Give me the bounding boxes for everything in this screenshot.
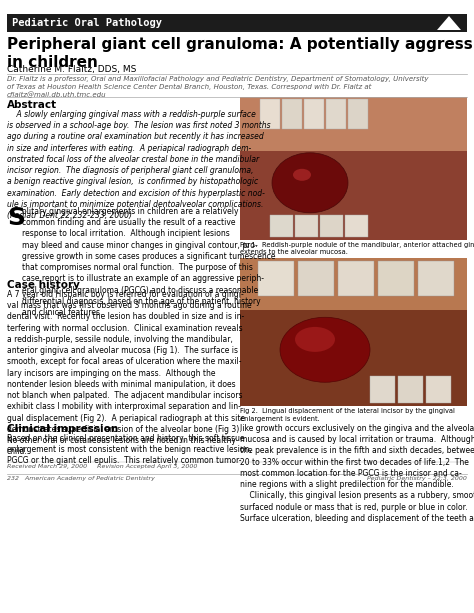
Bar bbox=[282, 99, 302, 129]
Bar bbox=[298, 261, 334, 296]
Bar bbox=[7, 14, 467, 32]
Text: A slowly enlarging gingival mass with a reddish-purple surface
is observed in a : A slowly enlarging gingival mass with a … bbox=[7, 110, 271, 220]
Ellipse shape bbox=[280, 318, 370, 383]
Bar bbox=[240, 258, 467, 406]
Bar bbox=[240, 97, 467, 240]
Bar bbox=[320, 215, 343, 237]
Ellipse shape bbox=[295, 327, 335, 352]
Text: Catherine M. Flaitz, DDS, MS: Catherine M. Flaitz, DDS, MS bbox=[7, 65, 137, 74]
Text: like growth occurs exclusively on the gingiva and the alveolar
mucosa and is cau: like growth occurs exclusively on the gi… bbox=[240, 424, 474, 523]
Bar bbox=[345, 215, 368, 237]
Text: Fig 2.  Lingual displacement of the lateral incisor by the gingival
enlargement : Fig 2. Lingual displacement of the later… bbox=[240, 408, 455, 422]
Bar bbox=[258, 261, 294, 296]
Bar bbox=[240, 97, 467, 151]
Bar bbox=[270, 215, 293, 237]
Text: Fig 1.  Reddish-purple nodule of the mandibular, anterior attached gingiva
exten: Fig 1. Reddish-purple nodule of the mand… bbox=[240, 242, 474, 256]
Ellipse shape bbox=[272, 153, 348, 213]
Text: Dr. Flaitz is a professor, Oral and Maxillofacial Pathology and Pediatric Dentis: Dr. Flaitz is a professor, Oral and Maxi… bbox=[7, 76, 428, 99]
Text: Abstract: Abstract bbox=[7, 100, 57, 110]
Polygon shape bbox=[437, 16, 461, 30]
Bar bbox=[348, 99, 368, 129]
Text: Received March 29, 2000     Revision Accepted April 3, 2000: Received March 29, 2000 Revision Accepte… bbox=[7, 464, 197, 469]
Bar bbox=[295, 215, 318, 237]
Text: Pediatric Oral Pathology: Pediatric Oral Pathology bbox=[12, 18, 162, 28]
Bar bbox=[338, 261, 374, 296]
Text: Based on the clinical presentation and history, this soft tissue
enlargement is : Based on the clinical presentation and h… bbox=[7, 434, 252, 465]
Bar bbox=[326, 99, 346, 129]
Text: 232   American Academy of Pediatric Dentistry: 232 American Academy of Pediatric Dentis… bbox=[7, 476, 155, 481]
Bar bbox=[378, 261, 414, 296]
Bar bbox=[240, 310, 467, 406]
Bar bbox=[426, 376, 451, 403]
Text: Pediatric Dentistry – 22:3, 2000: Pediatric Dentistry – 22:3, 2000 bbox=[367, 476, 467, 481]
Bar bbox=[418, 261, 454, 296]
Text: Case history: Case history bbox=[7, 280, 80, 290]
Text: A 7 year old Hispanic boy is referred for evaluation of a gingi-
val mass that w: A 7 year old Hispanic boy is referred fo… bbox=[7, 290, 252, 456]
Bar bbox=[398, 376, 423, 403]
Text: olitary gingival enlargements in children are a relatively
common finding and ar: olitary gingival enlargements in childre… bbox=[22, 207, 275, 317]
Bar bbox=[370, 376, 395, 403]
Bar bbox=[240, 258, 467, 310]
Text: Peripheral giant cell granuloma: A potentially aggressive lesion
in children: Peripheral giant cell granuloma: A poten… bbox=[7, 37, 474, 70]
Ellipse shape bbox=[293, 169, 311, 181]
Text: Clinical impression: Clinical impression bbox=[7, 424, 118, 434]
Bar bbox=[240, 151, 467, 240]
Text: S: S bbox=[7, 206, 25, 230]
Bar bbox=[260, 99, 280, 129]
Bar bbox=[304, 99, 324, 129]
